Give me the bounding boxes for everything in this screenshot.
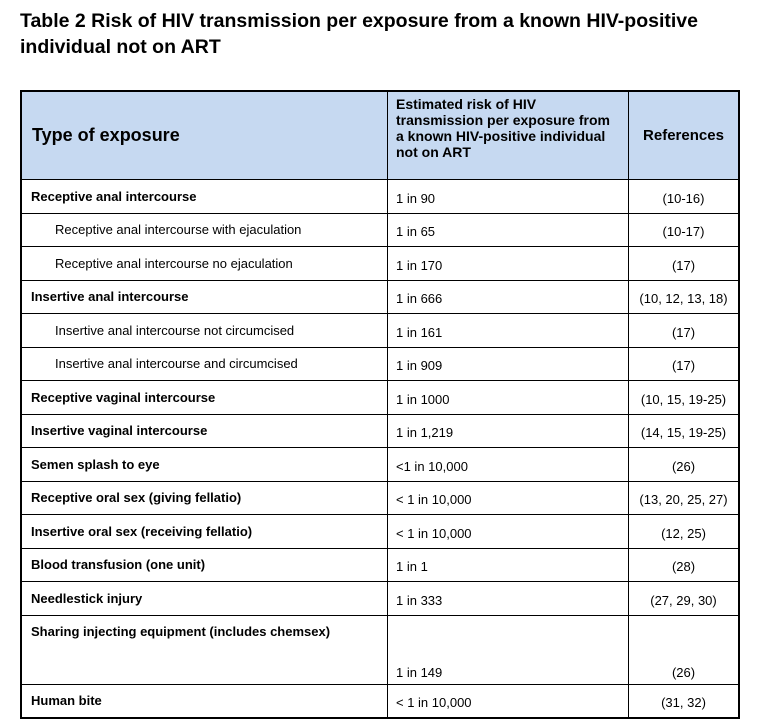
reference-cell: (27, 29, 30) <box>628 581 740 616</box>
table-row: Human bite < 1 in 10,000 (31, 32) <box>20 683 740 719</box>
exposure-cell: Receptive vaginal intercourse <box>20 380 388 415</box>
risk-cell: 1 in 65 <box>387 212 629 247</box>
reference-cell: (10-16) <box>628 179 740 214</box>
exposure-cell: Receptive anal intercourse with ejaculat… <box>20 212 388 247</box>
reference-cell: (13, 20, 25, 27) <box>628 480 740 515</box>
column-header: Estimated risk of HIV transmission per e… <box>387 90 629 180</box>
table-title: Table 2 Risk of HIV transmission per exp… <box>20 10 698 58</box>
reference-cell: (26) <box>628 614 740 685</box>
exposure-cell: Semen splash to eye <box>20 447 388 482</box>
reference-cell: (10, 12, 13, 18) <box>628 279 740 314</box>
risk-cell: < 1 in 10,000 <box>387 683 629 719</box>
reference-cell: (17) <box>628 313 740 348</box>
table-header: Type of exposure Estimated risk of HIV t… <box>20 90 740 180</box>
reference-cell: (10, 15, 19-25) <box>628 380 740 415</box>
table-row: Needlestick injury 1 in 333 (27, 29, 30) <box>20 581 740 616</box>
table-row: Sharing injecting equipment (includes ch… <box>20 614 740 685</box>
page: Table 2 Risk of HIV transmission per exp… <box>20 10 740 719</box>
risk-cell: 1 in 1 <box>387 547 629 582</box>
risk-cell: 1 in 161 <box>387 313 629 348</box>
exposure-cell: Insertive anal intercourse not circumcis… <box>20 313 388 348</box>
exposure-cell: Insertive anal intercourse <box>20 279 388 314</box>
exposure-cell: Receptive anal intercourse no ejaculatio… <box>20 246 388 281</box>
exposure-cell: Blood transfusion (one unit) <box>20 547 388 582</box>
risk-cell: < 1 in 10,000 <box>387 480 629 515</box>
reference-cell: (12, 25) <box>628 514 740 549</box>
table-row: Insertive vaginal intercourse 1 in 1,219(… <box>20 413 740 448</box>
table-row: Insertive anal intercourse and circumcis… <box>20 346 740 381</box>
table-row: Insertive anal intercourse not circumcis… <box>20 313 740 348</box>
table-body: Receptive anal intercourse 1 in 90 (10-16)… <box>20 179 740 719</box>
column-header: References <box>628 90 740 180</box>
table-row: Insertive anal intercourse 1 in 666 (10, 1… <box>20 279 740 314</box>
exposure-cell: Needlestick injury <box>20 581 388 616</box>
exposure-cell: Insertive vaginal intercourse <box>20 413 388 448</box>
header-row: Type of exposure Estimated risk of HIV t… <box>20 90 740 180</box>
table-row: Receptive oral sex (giving fellatio) < 1 … <box>20 480 740 515</box>
table-row: Receptive anal intercourse no ejaculatio… <box>20 246 740 281</box>
exposure-cell: Sharing injecting equipment (includes ch… <box>20 614 388 685</box>
risk-cell: <1 in 10,000 <box>387 447 629 482</box>
reference-cell: (26) <box>628 447 740 482</box>
table-row: Blood transfusion (one unit) 1 in 1 (28) <box>20 547 740 582</box>
reference-cell: (14, 15, 19-25) <box>628 413 740 448</box>
exposure-cell: Human bite <box>20 683 388 719</box>
reference-cell: (17) <box>628 346 740 381</box>
reference-cell: (28) <box>628 547 740 582</box>
risk-cell: < 1 in 10,000 <box>387 514 629 549</box>
risk-cell: 1 in 1,219 <box>387 413 629 448</box>
risk-cell: 1 in 333 <box>387 581 629 616</box>
risk-cell: 1 in 149 <box>387 614 629 685</box>
exposure-cell: Receptive anal intercourse <box>20 179 388 214</box>
table-row: Receptive anal intercourse with ejaculat… <box>20 212 740 247</box>
exposure-cell: Receptive oral sex (giving fellatio) <box>20 480 388 515</box>
risk-cell: 1 in 90 <box>387 179 629 214</box>
exposure-cell: Insertive oral sex (receiving fellatio) <box>20 514 388 549</box>
exposure-cell: Insertive anal intercourse and circumcis… <box>20 346 388 381</box>
risk-cell: 1 in 170 <box>387 246 629 281</box>
risk-table: Type of exposure Estimated risk of HIV t… <box>20 90 740 719</box>
column-header: Type of exposure <box>20 90 388 180</box>
table-row: Receptive vaginal intercourse 1 in 1000 (1… <box>20 380 740 415</box>
table-row: Receptive anal intercourse 1 in 90 (10-16) <box>20 179 740 214</box>
risk-cell: 1 in 1000 <box>387 380 629 415</box>
risk-cell: 1 in 666 <box>387 279 629 314</box>
reference-cell: (31, 32) <box>628 683 740 719</box>
table-row: Semen splash to eye <1 in 10,000 (26) <box>20 447 740 482</box>
table-row: Insertive oral sex (receiving fellatio) <… <box>20 514 740 549</box>
reference-cell: (10-17) <box>628 212 740 247</box>
reference-cell: (17) <box>628 246 740 281</box>
risk-cell: 1 in 909 <box>387 346 629 381</box>
